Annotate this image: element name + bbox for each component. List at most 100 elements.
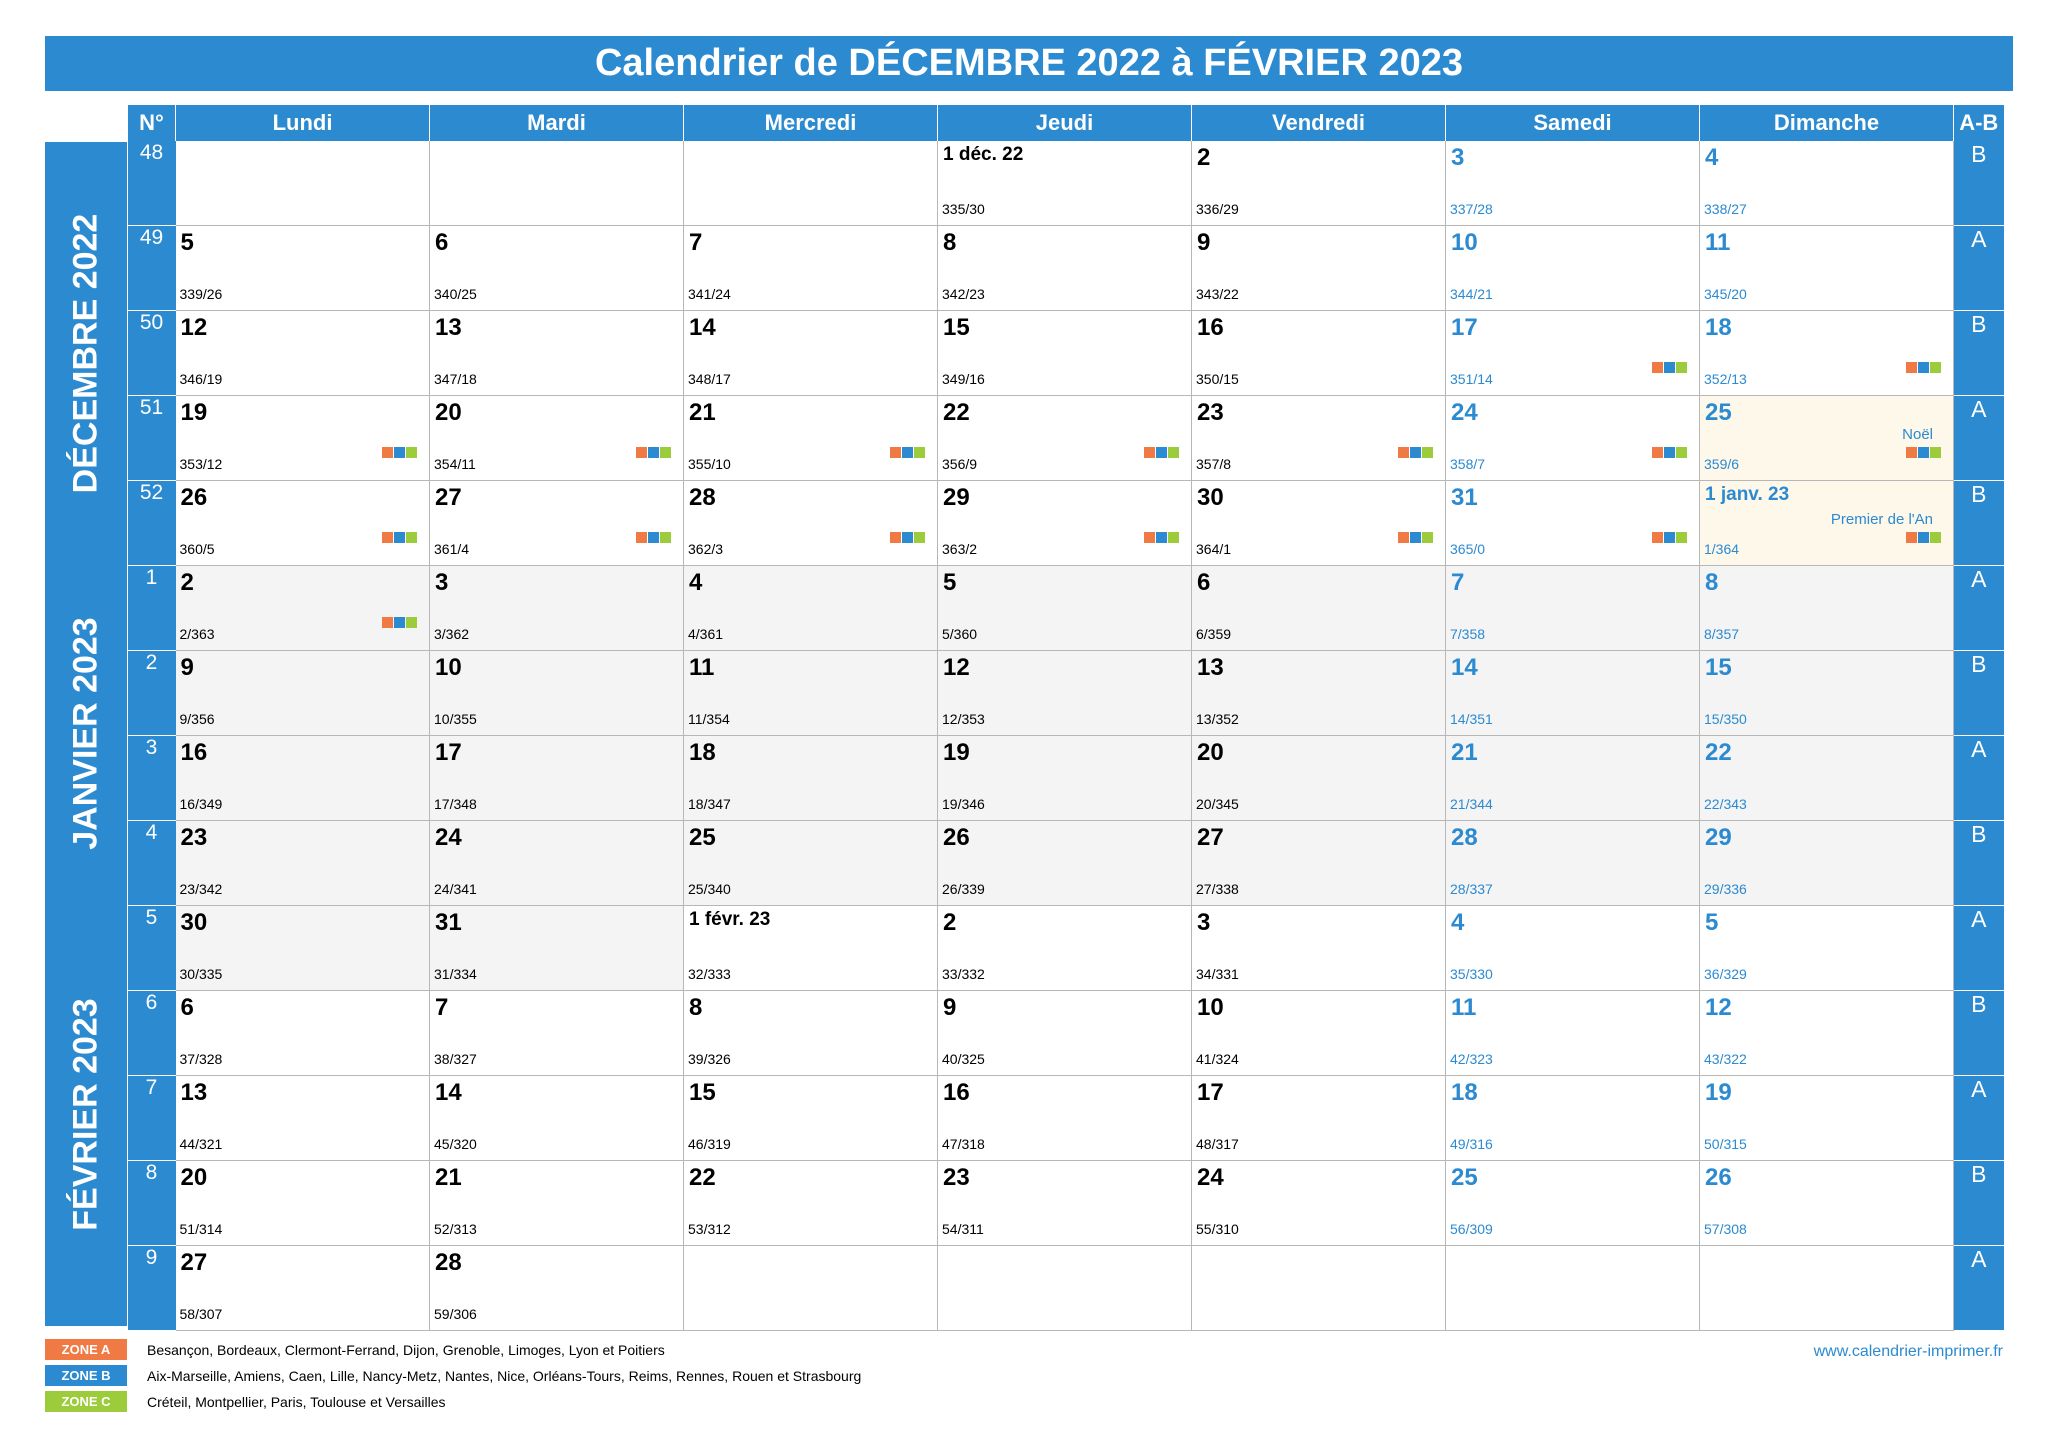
- day-cell-sunday[interactable]: 18 352/13: [1699, 310, 1954, 396]
- day-cell-wednesday[interactable]: 11 11/354: [683, 650, 938, 736]
- day-cell-monday[interactable]: 27 58/307: [175, 1245, 430, 1331]
- day-cell-sunday[interactable]: 1 janv. 23 Premier de l'An 1/364: [1699, 480, 1954, 566]
- day-cell-saturday[interactable]: 18 49/316: [1445, 1075, 1700, 1161]
- day-cell-tuesday[interactable]: 17 17/348: [429, 735, 684, 821]
- day-cell-sunday[interactable]: 4 338/27: [1699, 141, 1954, 226]
- day-cell-friday[interactable]: 13 13/352: [1191, 650, 1446, 736]
- day-cell-tuesday[interactable]: 21 52/313: [429, 1160, 684, 1246]
- day-cell-wednesday[interactable]: 14 348/17: [683, 310, 938, 396]
- day-cell-saturday[interactable]: 3 337/28: [1445, 141, 1700, 226]
- day-cell-sunday[interactable]: 25 Noël 359/6: [1699, 395, 1954, 481]
- day-cell-sunday[interactable]: 12 43/322: [1699, 990, 1954, 1076]
- day-cell-thursday[interactable]: 16 47/318: [937, 1075, 1192, 1161]
- day-cell-monday[interactable]: 6 37/328: [175, 990, 430, 1076]
- day-cell-wednesday[interactable]: 4 4/361: [683, 565, 938, 651]
- day-cell-tuesday[interactable]: 6 340/25: [429, 225, 684, 311]
- day-cell-monday[interactable]: 9 9/356: [175, 650, 430, 736]
- day-cell-tuesday[interactable]: [429, 141, 684, 226]
- day-cell-tuesday[interactable]: 20 354/11: [429, 395, 684, 481]
- day-cell-friday[interactable]: 3 34/331: [1191, 905, 1446, 991]
- day-cell-saturday[interactable]: 24 358/7: [1445, 395, 1700, 481]
- day-cell-thursday[interactable]: 12 12/353: [937, 650, 1192, 736]
- day-cell-monday[interactable]: 30 30/335: [175, 905, 430, 991]
- day-cell-thursday[interactable]: 8 342/23: [937, 225, 1192, 311]
- day-cell-saturday[interactable]: 7 7/358: [1445, 565, 1700, 651]
- day-cell-thursday[interactable]: 1 déc. 22 335/30: [937, 141, 1192, 226]
- day-cell-tuesday[interactable]: 3 3/362: [429, 565, 684, 651]
- website-link[interactable]: www.calendrier-imprimer.fr: [1813, 1343, 2003, 1360]
- day-cell-wednesday[interactable]: 25 25/340: [683, 820, 938, 906]
- day-cell-monday[interactable]: [175, 141, 430, 226]
- day-cell-wednesday[interactable]: 15 46/319: [683, 1075, 938, 1161]
- day-cell-sunday[interactable]: 5 36/329: [1699, 905, 1954, 991]
- day-cell-saturday[interactable]: 21 21/344: [1445, 735, 1700, 821]
- day-cell-sunday[interactable]: [1699, 1245, 1954, 1331]
- day-cell-friday[interactable]: 17 48/317: [1191, 1075, 1446, 1161]
- day-cell-saturday[interactable]: 10 344/21: [1445, 225, 1700, 311]
- day-cell-wednesday[interactable]: 7 341/24: [683, 225, 938, 311]
- day-cell-monday[interactable]: 2 2/363: [175, 565, 430, 651]
- day-cell-thursday[interactable]: 22 356/9: [937, 395, 1192, 481]
- day-cell-tuesday[interactable]: 13 347/18: [429, 310, 684, 396]
- day-cell-monday[interactable]: 26 360/5: [175, 480, 430, 566]
- day-cell-friday[interactable]: 16 350/15: [1191, 310, 1446, 396]
- day-cell-thursday[interactable]: 26 26/339: [937, 820, 1192, 906]
- day-cell-saturday[interactable]: 17 351/14: [1445, 310, 1700, 396]
- day-cell-sunday[interactable]: 8 8/357: [1699, 565, 1954, 651]
- day-cell-thursday[interactable]: [937, 1245, 1192, 1331]
- day-cell-thursday[interactable]: 29 363/2: [937, 480, 1192, 566]
- day-cell-saturday[interactable]: 28 28/337: [1445, 820, 1700, 906]
- day-cell-friday[interactable]: 20 20/345: [1191, 735, 1446, 821]
- day-cell-wednesday[interactable]: [683, 141, 938, 226]
- day-cell-wednesday[interactable]: 21 355/10: [683, 395, 938, 481]
- day-cell-friday[interactable]: 23 357/8: [1191, 395, 1446, 481]
- day-cell-tuesday[interactable]: 24 24/341: [429, 820, 684, 906]
- day-cell-saturday[interactable]: 25 56/309: [1445, 1160, 1700, 1246]
- day-cell-monday[interactable]: 20 51/314: [175, 1160, 430, 1246]
- day-cell-monday[interactable]: 13 44/321: [175, 1075, 430, 1161]
- day-cell-thursday[interactable]: 9 40/325: [937, 990, 1192, 1076]
- day-cell-sunday[interactable]: 26 57/308: [1699, 1160, 1954, 1246]
- day-cell-thursday[interactable]: 19 19/346: [937, 735, 1192, 821]
- day-cell-saturday[interactable]: 14 14/351: [1445, 650, 1700, 736]
- day-cell-monday[interactable]: 23 23/342: [175, 820, 430, 906]
- day-cell-wednesday[interactable]: 1 févr. 23 32/333: [683, 905, 938, 991]
- day-cell-wednesday[interactable]: 28 362/3: [683, 480, 938, 566]
- day-cell-sunday[interactable]: 22 22/343: [1699, 735, 1954, 821]
- day-cell-thursday[interactable]: 23 54/311: [937, 1160, 1192, 1246]
- day-cell-tuesday[interactable]: 31 31/334: [429, 905, 684, 991]
- day-cell-wednesday[interactable]: 8 39/326: [683, 990, 938, 1076]
- day-cell-wednesday[interactable]: 18 18/347: [683, 735, 938, 821]
- day-cell-sunday[interactable]: 11 345/20: [1699, 225, 1954, 311]
- day-cell-friday[interactable]: 10 41/324: [1191, 990, 1446, 1076]
- day-cell-friday[interactable]: 27 27/338: [1191, 820, 1446, 906]
- day-cell-saturday[interactable]: 11 42/323: [1445, 990, 1700, 1076]
- day-cell-friday[interactable]: 6 6/359: [1191, 565, 1446, 651]
- day-cell-sunday[interactable]: 19 50/315: [1699, 1075, 1954, 1161]
- day-cell-tuesday[interactable]: 27 361/4: [429, 480, 684, 566]
- day-cell-saturday[interactable]: 31 365/0: [1445, 480, 1700, 566]
- day-cell-monday[interactable]: 5 339/26: [175, 225, 430, 311]
- day-cell-wednesday[interactable]: [683, 1245, 938, 1331]
- day-cell-monday[interactable]: 12 346/19: [175, 310, 430, 396]
- day-cell-friday[interactable]: [1191, 1245, 1446, 1331]
- day-cell-tuesday[interactable]: 28 59/306: [429, 1245, 684, 1331]
- day-cell-monday[interactable]: 19 353/12: [175, 395, 430, 481]
- day-cell-friday[interactable]: 9 343/22: [1191, 225, 1446, 311]
- day-cell-friday[interactable]: 2 336/29: [1191, 141, 1446, 226]
- day-cell-tuesday[interactable]: 7 38/327: [429, 990, 684, 1076]
- day-cell-tuesday[interactable]: 14 45/320: [429, 1075, 684, 1161]
- day-cell-wednesday[interactable]: 22 53/312: [683, 1160, 938, 1246]
- day-cell-saturday[interactable]: [1445, 1245, 1700, 1331]
- day-cell-friday[interactable]: 30 364/1: [1191, 480, 1446, 566]
- day-header-tuesday: Mardi: [429, 105, 684, 141]
- day-cell-tuesday[interactable]: 10 10/355: [429, 650, 684, 736]
- day-cell-thursday[interactable]: 5 5/360: [937, 565, 1192, 651]
- day-cell-sunday[interactable]: 29 29/336: [1699, 820, 1954, 906]
- day-cell-sunday[interactable]: 15 15/350: [1699, 650, 1954, 736]
- day-cell-saturday[interactable]: 4 35/330: [1445, 905, 1700, 991]
- day-cell-friday[interactable]: 24 55/310: [1191, 1160, 1446, 1246]
- day-cell-monday[interactable]: 16 16/349: [175, 735, 430, 821]
- day-cell-thursday[interactable]: 2 33/332: [937, 905, 1192, 991]
- day-cell-thursday[interactable]: 15 349/16: [937, 310, 1192, 396]
